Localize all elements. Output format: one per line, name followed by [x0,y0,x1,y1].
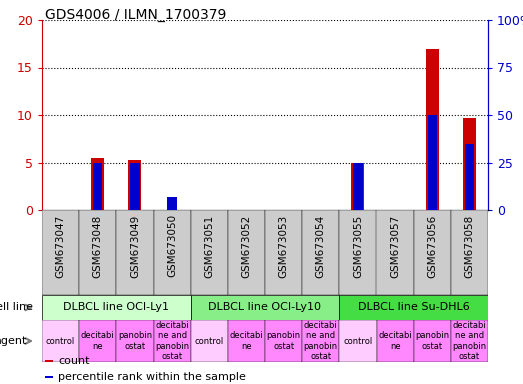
Bar [426,48,439,210]
Bar [130,162,140,210]
Text: decitabi
ne and
panobin
ostat: decitabi ne and panobin ostat [452,321,486,361]
Text: GSM673058: GSM673058 [464,214,474,278]
Bar [93,162,103,210]
Text: GSM673054: GSM673054 [316,214,326,278]
Bar [339,320,377,362]
Text: percentile rank within the sample: percentile rank within the sample [58,372,246,382]
Text: control: control [195,336,224,346]
Bar [228,320,265,362]
Bar [191,210,228,295]
Text: GSM673051: GSM673051 [204,214,214,278]
Bar [451,320,488,362]
Bar [191,320,228,362]
Bar [353,162,362,210]
Text: decitabi
ne: decitabi ne [81,331,115,351]
Text: control: control [343,336,372,346]
Text: decitabi
ne: decitabi ne [230,331,263,351]
Bar [42,320,79,362]
Bar [42,210,79,295]
Text: GSM673056: GSM673056 [427,214,437,278]
Bar [414,210,451,295]
Text: GSM673057: GSM673057 [390,214,400,278]
Text: GSM673052: GSM673052 [242,214,252,278]
Bar [153,320,191,362]
Bar [265,320,302,362]
Text: GDS4006 / ILMN_1700379: GDS4006 / ILMN_1700379 [45,8,226,22]
Text: GSM673047: GSM673047 [55,214,65,278]
Bar [377,210,414,295]
Text: DLBCL line OCI-Ly10: DLBCL line OCI-Ly10 [209,303,322,313]
Bar [265,210,302,295]
Text: GSM673050: GSM673050 [167,214,177,277]
Bar [153,210,191,295]
Text: count: count [58,356,89,366]
Bar [463,118,476,210]
Text: cell line: cell line [0,303,32,313]
Bar [44,376,53,377]
Bar [44,360,53,362]
Bar [451,210,488,295]
Bar [339,295,488,320]
Bar [428,115,437,210]
Bar [116,210,153,295]
Text: agent: agent [0,336,27,346]
Bar [167,197,177,210]
Bar [228,210,265,295]
Bar [91,158,104,210]
Text: panobin
ostat: panobin ostat [267,331,301,351]
Bar [351,162,365,210]
Text: decitabi
ne: decitabi ne [378,331,412,351]
Bar [79,210,116,295]
Bar [116,320,153,362]
Bar [414,320,451,362]
Bar [79,320,116,362]
Bar [465,144,474,210]
Bar [129,160,141,210]
Text: panobin
ostat: panobin ostat [415,331,449,351]
Bar [377,320,414,362]
Bar [339,210,377,295]
Bar [302,320,339,362]
Bar [191,295,339,320]
Text: panobin
ostat: panobin ostat [118,331,152,351]
Text: GSM673053: GSM673053 [279,214,289,278]
Text: decitabi
ne and
panobin
ostat: decitabi ne and panobin ostat [155,321,189,361]
Text: control: control [46,336,75,346]
Text: GSM673049: GSM673049 [130,214,140,278]
Text: DLBCL line OCI-Ly1: DLBCL line OCI-Ly1 [63,303,169,313]
Text: GSM673055: GSM673055 [353,214,363,278]
Text: GSM673048: GSM673048 [93,214,103,278]
Text: decitabi
ne and
panobin
ostat: decitabi ne and panobin ostat [304,321,338,361]
Bar [302,210,339,295]
Text: DLBCL line Su-DHL6: DLBCL line Su-DHL6 [358,303,470,313]
Bar [42,295,191,320]
